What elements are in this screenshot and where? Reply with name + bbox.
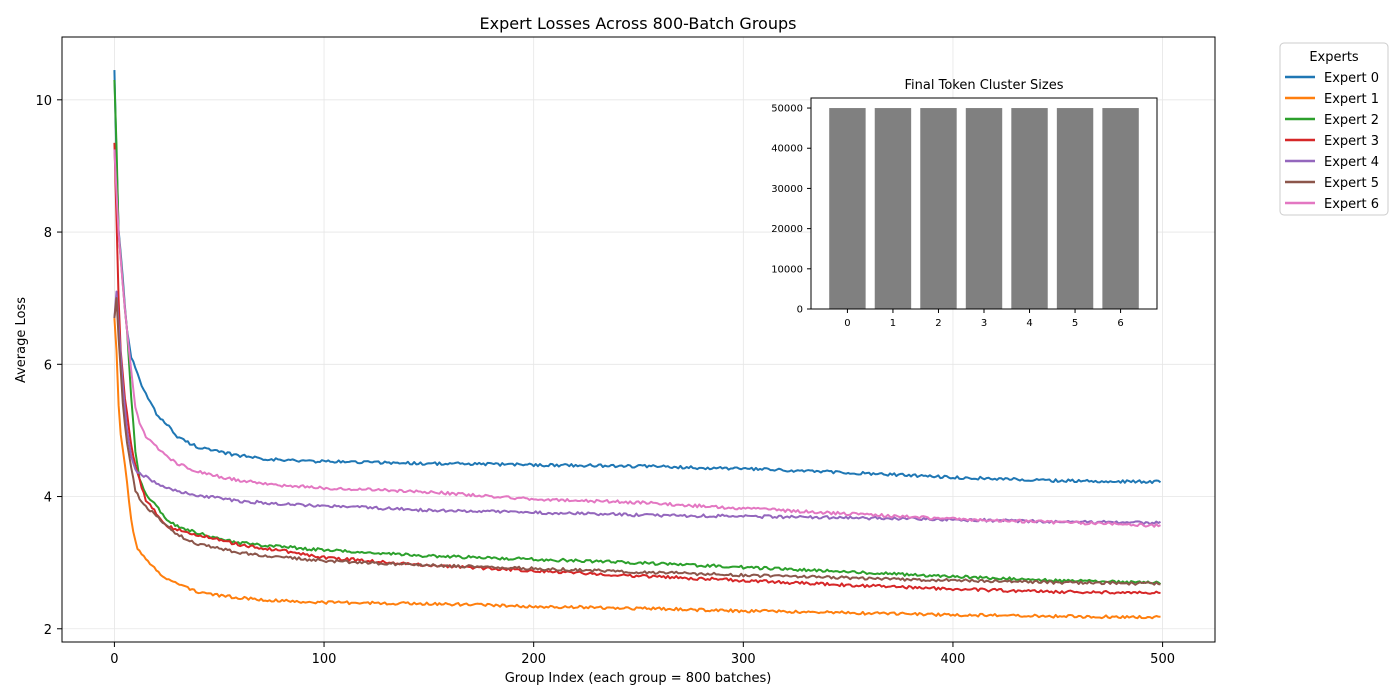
inset-x-tick-label: 4 [1026, 318, 1032, 329]
main-x-ticks: 0 100 200 300 400 500 [110, 642, 1175, 667]
x-tick-label: 0 [110, 652, 118, 667]
inset-bar-3 [965, 108, 1003, 309]
legend-label: Expert 4 [1324, 155, 1379, 170]
inset-x-tick-label: 1 [890, 318, 896, 329]
y-axis-label: Average Loss [14, 297, 29, 383]
series-line-expert-3 [113, 142, 1161, 595]
x-tick-label: 500 [1150, 652, 1175, 667]
inset-bar-4 [1011, 108, 1048, 309]
legend-title: Experts [1309, 50, 1359, 65]
legend: Experts Expert 0 Expert 1 Expert 2 Expert 3… [1279, 42, 1389, 216]
legend-label: Expert 0 [1324, 71, 1379, 86]
y-tick-label: 4 [44, 491, 52, 506]
inset-bar-6 [1102, 108, 1139, 309]
inset-bar-chart: Final Token Cluster Sizes 0 1 2 3 4 5 6 0 10000… [771, 78, 1158, 329]
series-line-expert-5 [113, 297, 1161, 586]
main-series-lines [113, 70, 1162, 620]
legend-label: Expert 1 [1324, 92, 1379, 107]
inset-x-tick-label: 3 [981, 318, 987, 329]
series-line-expert-6 [113, 149, 1161, 528]
legend-entries: Expert 0 Expert 1 Expert 2 Expert 3 Expert 4… [1285, 71, 1379, 212]
legend-label: Expert 2 [1324, 113, 1379, 128]
inset-y-tick-label: 50000 [771, 104, 803, 115]
y-tick-label: 6 [44, 358, 52, 373]
inset-bar-2 [920, 108, 957, 309]
legend-box [1279, 42, 1389, 216]
inset-x-ticks: 0 1 2 3 4 5 6 [844, 309, 1124, 329]
y-tick-label: 2 [44, 623, 52, 638]
inset-y-tick-label: 0 [797, 305, 803, 316]
inset-x-tick-label: 5 [1072, 318, 1078, 329]
x-tick-label: 300 [731, 652, 756, 667]
inset-title: Final Token Cluster Sizes [905, 78, 1064, 93]
y-tick-label: 8 [44, 226, 52, 241]
y-tick-label: 10 [35, 94, 52, 109]
legend-label: Expert 6 [1324, 197, 1379, 212]
inset-bar-1 [874, 108, 912, 309]
inset-y-tick-label: 20000 [771, 224, 803, 235]
x-tick-label: 400 [941, 652, 966, 667]
main-plot-frame [61, 36, 1216, 643]
inset-y-ticks: 0 10000 20000 30000 40000 50000 [771, 104, 811, 316]
x-axis-label: Group Index (each group = 800 batches) [505, 671, 772, 686]
inset-bar-5 [1056, 108, 1094, 309]
series-line-expert-1 [113, 317, 1161, 620]
inset-y-tick-label: 40000 [771, 144, 803, 155]
series-line-expert-2 [113, 79, 1162, 585]
main-y-ticks: 2 4 6 8 10 [35, 94, 62, 638]
x-tick-label: 200 [521, 652, 546, 667]
inset-x-tick-label: 0 [844, 318, 850, 329]
legend-label: Expert 3 [1324, 134, 1379, 149]
inset-y-tick-label: 10000 [771, 264, 803, 275]
inset-x-tick-label: 2 [935, 318, 941, 329]
chart-title: Expert Losses Across 800-Batch Groups [480, 14, 797, 33]
series-line-expert-0 [113, 70, 1162, 485]
legend-label: Expert 5 [1324, 176, 1379, 191]
inset-y-tick-label: 30000 [771, 184, 803, 195]
inset-x-tick-label: 6 [1117, 318, 1123, 329]
x-tick-label: 100 [312, 652, 337, 667]
inset-bar-0 [829, 108, 866, 309]
inset-bars [829, 108, 1139, 309]
